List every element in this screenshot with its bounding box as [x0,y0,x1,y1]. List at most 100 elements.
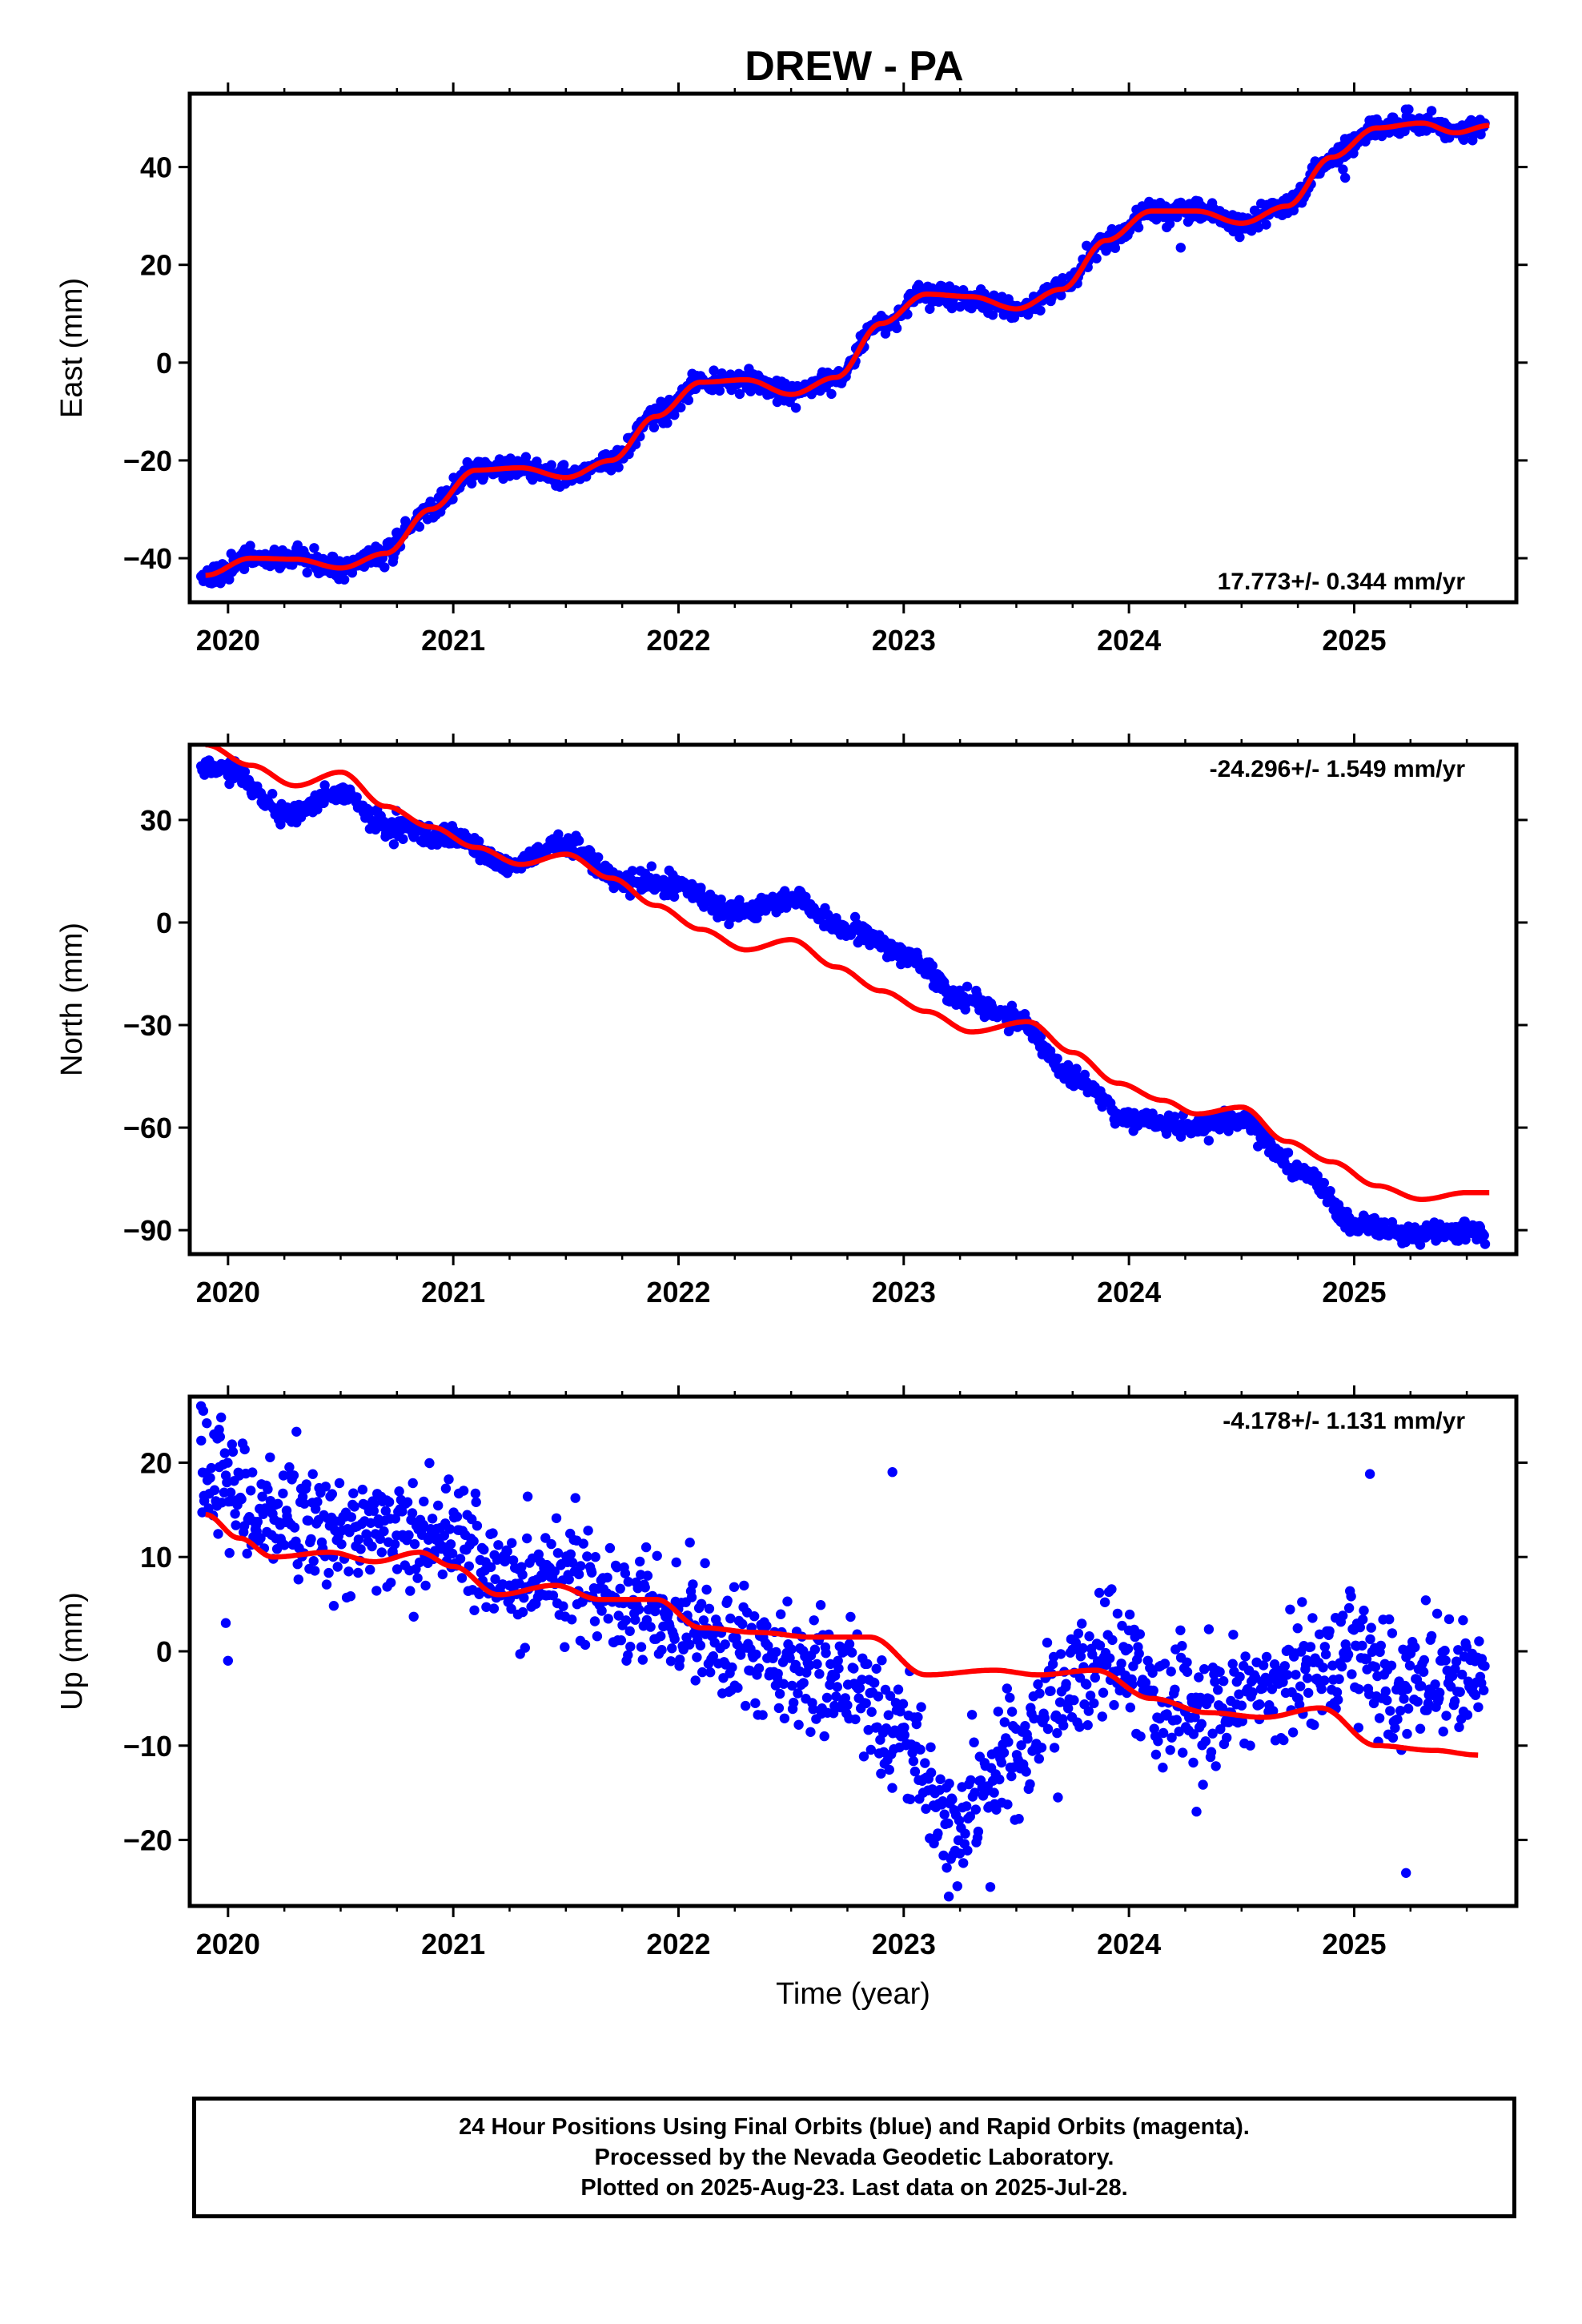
up-data-point [1112,1608,1123,1619]
up-data-point [873,1691,884,1702]
up-data-point [1268,1706,1279,1716]
up-outlier-point [198,1405,209,1416]
up-data-point [1162,1709,1172,1719]
up-rate-label: -4.178+/- 1.131 mm/yr [1223,1408,1465,1434]
east-data-point [734,388,745,400]
up-data-point [414,1557,425,1568]
up-data-point [761,1621,772,1631]
up-outlier-point [220,1618,231,1628]
up-data-point [1319,1675,1330,1686]
up-data-point [1170,1684,1180,1695]
up-data-point [1039,1713,1050,1723]
up-data-point [468,1536,479,1546]
up-data-point [420,1580,431,1591]
up-data-point [926,1742,936,1752]
up-data-point [1440,1655,1451,1666]
up-data-point [1319,1642,1331,1652]
east-data-point [1426,106,1437,116]
up-data-point [1420,1595,1431,1606]
up-data-point [1158,1727,1169,1739]
up-data-point [750,1698,761,1708]
up-data-point [890,1698,901,1708]
up-data-point [348,1488,359,1498]
up-data-point [299,1498,310,1509]
up-data-point [612,1562,622,1573]
up-data-point [332,1562,343,1572]
east-plot-frame [187,91,1519,605]
up-data-point [1410,1642,1420,1653]
up-data-point [1426,1630,1437,1642]
up-data-point [586,1567,597,1578]
up-data-point [1166,1667,1176,1677]
north-y-tick-label: −90 [123,1214,172,1247]
east-data-points [196,104,1490,589]
up-data-point [522,1533,532,1544]
north-data-point [1460,1234,1471,1245]
east-data-point [1476,129,1486,140]
up-data-point [1014,1814,1024,1824]
up-data-point [1237,1716,1248,1727]
up-data-point [236,1494,247,1505]
up-outlier-point [943,1892,954,1902]
up-data-point [1295,1681,1306,1691]
up-data-point [1403,1703,1414,1714]
east-data-point [478,472,489,483]
up-data-point [1461,1642,1472,1652]
up-data-point [1357,1640,1367,1651]
up-data-point [216,1412,227,1423]
up-data-point [1451,1656,1462,1667]
up-data-point [991,1804,1002,1815]
up-data-point [878,1747,889,1757]
up-data-point [701,1584,712,1595]
east-data-point [379,562,390,573]
up-data-point [1158,1763,1168,1773]
north-data-point [1170,1112,1180,1122]
north-x-tick-label: 2024 [1097,1276,1161,1309]
up-data-point [1297,1597,1307,1607]
up-data-point [1375,1640,1387,1651]
up-data-point [885,1691,896,1701]
up-data-point [1384,1614,1395,1625]
up-data-point [1279,1661,1291,1671]
up-data-point [289,1522,300,1533]
up-data-point [349,1502,359,1512]
up-data-point [954,1815,965,1826]
up-data-point [402,1497,413,1507]
up-data-point [1135,1731,1146,1742]
east-rate-label: 17.773+/- 0.344 mm/yr [1218,569,1466,595]
up-data-point [1109,1699,1119,1711]
up-outlier-point [214,1425,224,1435]
up-data-point [887,1783,897,1793]
up-data-point [371,1586,382,1596]
up-data-point [850,1714,861,1725]
up-data-point [640,1582,650,1593]
up-data-point [729,1582,740,1593]
east-data-point [302,567,312,578]
up-data-point [328,1601,339,1611]
up-data-point [960,1828,970,1839]
up-data-point [771,1647,781,1658]
up-data-point [785,1653,795,1663]
north-data-point [1052,1053,1062,1064]
up-data-point [1061,1679,1071,1689]
up-data-point [1153,1736,1163,1747]
east-data-point [902,309,913,320]
east-data-point [987,310,998,320]
up-data-point [1353,1723,1364,1733]
up-data-point [227,1439,237,1449]
up-data-point [815,1600,826,1610]
up-data-point [1006,1707,1018,1717]
up-data-point [739,1580,749,1591]
up-data-point [733,1683,743,1693]
up-data-point [871,1663,881,1674]
up-data-point [947,1794,958,1805]
up-data-point [1292,1623,1303,1634]
up-data-point [464,1561,474,1572]
up-data-point [383,1497,395,1507]
east-y-tick-label: 40 [140,151,172,184]
north-x-tick-label: 2022 [646,1276,710,1309]
up-data-point [1240,1651,1251,1662]
east-x-tick-label: 2025 [1322,624,1386,657]
up-y-tick-label: −20 [123,1824,172,1857]
up-data-point [1213,1685,1223,1695]
